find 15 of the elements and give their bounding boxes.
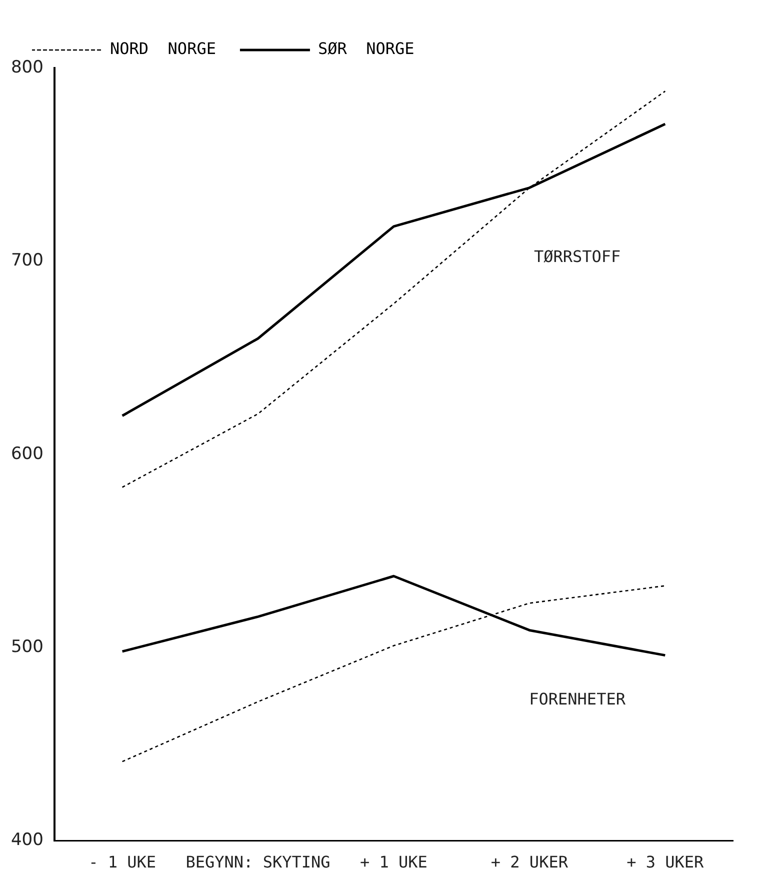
legend-label: SØR NORGE — [318, 39, 414, 58]
y-tick-label: 500 — [10, 637, 44, 658]
x-tick-label: + 2 UKER — [490, 852, 568, 872]
legend-label: NORD NORGE — [110, 39, 216, 58]
annotation: TØRRSTOFF — [534, 246, 621, 266]
x-tick-label: + 3 UKER — [626, 852, 704, 872]
y-tick-label: 800 — [10, 57, 44, 78]
line-series — [122, 90, 666, 488]
y-tick-label: 600 — [10, 444, 44, 464]
annotation: FORENHETER — [529, 689, 626, 708]
x-tick-label: - 1 UKE — [88, 852, 156, 872]
x-tick-label: + 1 UKE — [360, 852, 428, 872]
y-tick-label: 400 — [10, 830, 44, 850]
x-tick-label: BEGYNN: SKYTING — [186, 852, 330, 872]
y-tick-label: 700 — [10, 250, 44, 271]
